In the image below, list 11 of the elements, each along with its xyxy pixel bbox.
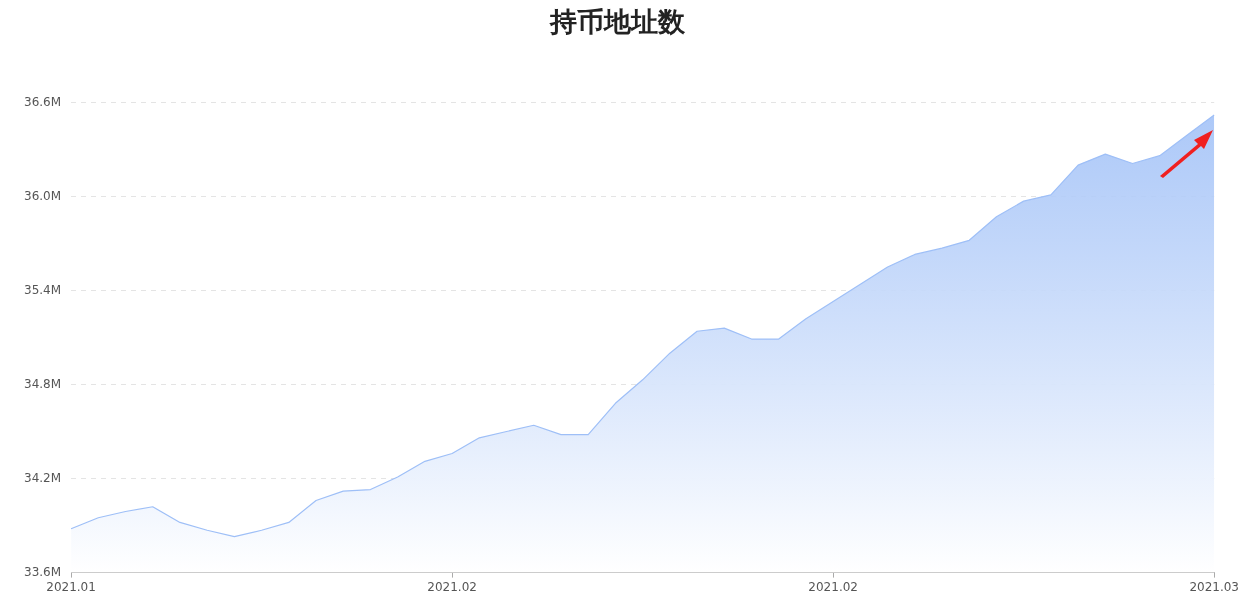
x-tick-label: 2021.01 (46, 579, 96, 594)
y-tick-label: 34.8M (23, 376, 62, 391)
y-tick-label: 34.2M (23, 470, 62, 485)
y-tick-label: 33.6M (23, 564, 62, 579)
y-tick-label: 36.0M (23, 188, 62, 203)
y-tick-label: 35.4M (23, 282, 62, 297)
x-tick-label: 2021.03 (1189, 579, 1239, 594)
y-tick-label: 36.6M (23, 94, 62, 109)
chart-title: 持币地址数 (548, 6, 686, 38)
x-tick-label: 2021.02 (427, 579, 477, 594)
x-tick-label: 2021.02 (808, 579, 858, 594)
